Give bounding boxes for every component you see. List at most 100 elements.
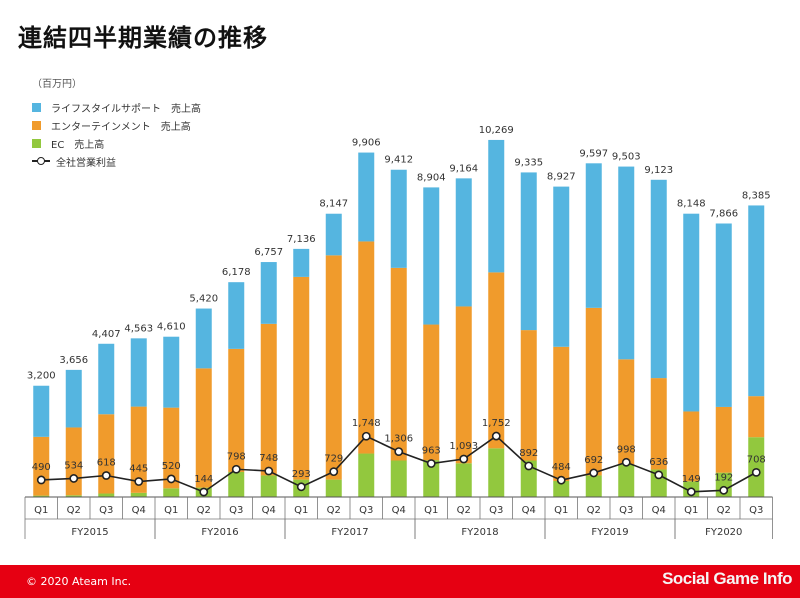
operating-profit-point: [394, 447, 404, 456]
footer-bar: © 2020 Ateam Inc. Social Game Info: [0, 565, 800, 598]
bar-segment-ec: [585, 475, 602, 497]
x-tick-label: Q4: [392, 505, 406, 516]
total-label: 8,385: [742, 190, 771, 201]
x-tick-label: Q3: [619, 505, 633, 516]
x-tick-label: Q4: [132, 505, 146, 516]
operating-profit-label: 729: [324, 454, 343, 465]
operating-profit-label: 520: [162, 461, 181, 472]
bar-segment-ec: [390, 460, 407, 497]
legend-swatch-ec: [32, 138, 41, 148]
bar-segment-lifestyle: [683, 213, 700, 412]
bar-segment-ec: [163, 488, 180, 497]
operating-profit-label: 144: [194, 474, 213, 485]
operating-profit-label: 293: [292, 469, 311, 480]
total-label: 5,420: [189, 294, 218, 305]
bar-segment-ec: [33, 495, 50, 497]
legend-item-lifestyle: ライフスタイルサポート 売上高: [32, 98, 201, 116]
operating-profit-point: [231, 464, 241, 474]
operating-profit-label: 534: [64, 460, 83, 471]
bar-segment-lifestyle: [423, 187, 440, 325]
bar-segment-ec: [520, 460, 537, 497]
watermark-logo: Social Game Info: [662, 569, 792, 588]
group-label: FY2019: [591, 527, 628, 538]
operating-profit-label: 445: [129, 464, 148, 475]
bar-segment-entertainment: [585, 307, 602, 476]
bar-segment-ec: [130, 492, 147, 497]
operating-profit-label: 692: [584, 455, 603, 466]
bar-segment-ec: [423, 460, 440, 497]
operating-profit-point: [524, 461, 534, 471]
bar-segment-ec: [325, 479, 342, 497]
total-label: 3,656: [59, 355, 88, 366]
bar-segment-lifestyle: [325, 213, 342, 256]
total-label: 9,412: [384, 155, 413, 166]
x-tick-label: Q3: [359, 505, 373, 516]
bar-segment-entertainment: [163, 407, 180, 489]
bar-segment-entertainment: [488, 272, 505, 449]
bar-segment-lifestyle: [585, 163, 602, 308]
x-tick-label: Q2: [587, 505, 601, 516]
legend-item-entertainment: エンターテインメント 売上高: [32, 116, 201, 134]
operating-profit-label: 798: [227, 451, 246, 462]
operating-profit-point: [36, 475, 46, 485]
bar-segment-entertainment: [195, 368, 212, 488]
bar-segment-lifestyle: [455, 178, 472, 307]
operating-profit-point: [199, 487, 209, 497]
legend-item-ec: EC 売上高: [32, 134, 201, 152]
bar-segment-lifestyle: [293, 248, 310, 277]
operating-profit-point: [654, 470, 664, 480]
total-label: 8,148: [677, 199, 706, 210]
bar-segment-entertainment: [228, 348, 245, 472]
total-label: 8,927: [547, 172, 576, 183]
bar-segment-entertainment: [455, 306, 472, 464]
x-tick-label: Q4: [652, 505, 666, 516]
x-tick-label: Q2: [197, 505, 211, 516]
operating-profit-point: [426, 459, 436, 468]
operating-profit-point: [329, 467, 339, 477]
x-tick-label: Q1: [294, 505, 308, 516]
bar-segment-entertainment: [553, 346, 570, 482]
bar-segment-ec: [488, 448, 505, 497]
bar-segment-lifestyle: [553, 186, 570, 347]
bar-segment-ec: [455, 463, 472, 497]
operating-profit-point: [361, 431, 371, 441]
x-tick-label: Q1: [164, 505, 178, 516]
total-label: 9,123: [644, 165, 673, 176]
total-label: 7,866: [709, 208, 738, 219]
bar-segment-ec: [358, 453, 375, 497]
operating-profit-label: 1,752: [482, 418, 511, 429]
page-title: 連結四半期業績の推移: [18, 24, 268, 52]
operating-profit-point: [69, 474, 79, 483]
bar-segment-entertainment: [260, 323, 277, 476]
operating-profit-label: 484: [552, 462, 571, 473]
total-label: 3,200: [27, 371, 56, 382]
x-tick-label: Q1: [424, 505, 438, 516]
bar-segment-lifestyle: [98, 343, 115, 415]
x-tick-label: Q3: [99, 505, 113, 516]
bar-segment-entertainment: [325, 255, 342, 480]
operating-profit-label: 1,748: [352, 418, 381, 429]
total-label: 8,147: [319, 199, 348, 210]
x-tick-label: Q2: [457, 505, 471, 516]
operating-profit-label: 748: [259, 453, 278, 464]
bar-segment-lifestyle: [195, 308, 212, 369]
operating-profit-point: [621, 457, 631, 467]
bar-segment-ec: [98, 493, 115, 497]
operating-profit-point: [751, 467, 761, 477]
operating-profit-label: 618: [97, 458, 116, 469]
bar-segment-lifestyle: [390, 169, 407, 268]
bar-segment-ec: [65, 495, 82, 497]
operating-profit-point: [134, 477, 144, 486]
x-tick-label: Q1: [684, 505, 698, 516]
operating-profit-label: 192: [714, 472, 733, 483]
bar-segment-entertainment: [130, 406, 147, 493]
copyright-text: © 2020 Ateam Inc.: [26, 575, 132, 588]
unit-label: （百万円）: [32, 79, 82, 90]
operating-profit-label: 636: [649, 457, 668, 468]
x-tick-label: Q2: [717, 505, 731, 516]
bar-segment-lifestyle: [488, 139, 505, 273]
operating-profit-point: [491, 431, 501, 441]
bar-segment-entertainment: [423, 324, 440, 461]
operating-profit-label: 963: [422, 446, 441, 457]
